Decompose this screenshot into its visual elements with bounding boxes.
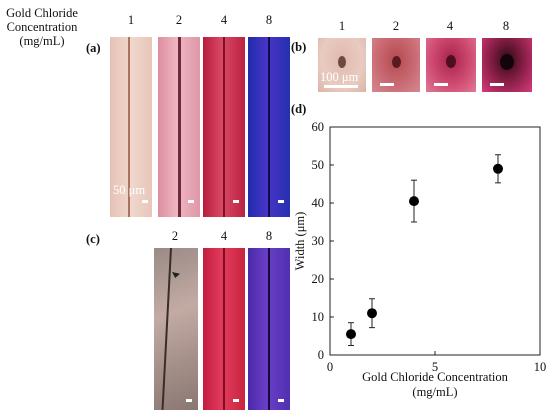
concentration-label-line3: (mg/mL) [19,34,65,48]
concentration-label-line2: Concentration [6,20,78,34]
panel-a-image-8 [248,37,290,217]
scale-bar [278,399,284,402]
panel-a-image-2 [158,37,200,217]
panel-c-column-2: 2 [171,229,179,243]
panel-a-column-4: 4 [220,13,228,27]
fiber-line [268,248,270,410]
width-vs-concentration-chart: 0 10 20 30 40 50 60 0 5 10 Width (μm) Gold Chlori… [293,120,547,399]
panel-c-image-8 [248,248,290,410]
x-axis-label-line1: Gold Chloride Concentration [362,370,509,384]
y-tick-label: 20 [312,272,325,286]
fiber-line [223,248,225,410]
concentration-label-line1: Gold Chloride [6,6,78,20]
panel-b-image-8 [482,38,532,92]
scale-bar [324,85,358,88]
data-point [346,329,356,340]
panel-b-image-1: 100 μm [318,38,366,92]
fiber-line [161,248,172,410]
fiber-line [128,37,130,217]
scale-bar [490,83,504,86]
panel-b-column-2: 2 [392,19,400,33]
panel-b-image-2 [372,38,420,92]
data-point [367,308,377,319]
y-tick-label: 10 [312,310,325,324]
fiber-line [223,37,225,217]
panel-b-column-4: 4 [446,19,454,33]
panel-b-label: (b) [291,40,307,54]
scale-bar [188,200,194,203]
panel-a-column-1: 1 [127,13,135,27]
panel-c-label: (c) [86,232,100,246]
fiber-line [268,37,270,217]
panel-a-column-2: 2 [175,13,183,27]
panel-c-column-4: 4 [220,229,228,243]
scale-bar [278,200,284,203]
scale-bar [380,83,394,86]
panel-d-label: (d) [291,102,307,116]
concentration-label: Gold Chloride Concentration (mg/mL) [2,6,82,48]
scale-bar [233,200,239,203]
y-tick-label: 40 [312,196,325,210]
indentation-mark [500,54,514,70]
panel-b-column-8: 8 [502,19,510,33]
panel-a-image-1: 50 μm [110,37,152,217]
data-point [493,163,503,174]
x-tick-label: 5 [432,360,438,374]
panel-c-image-2 [154,248,198,410]
panel-a-scale-label: 50 μm [113,183,146,197]
scale-bar [186,399,192,402]
panel-b-column-1: 1 [338,19,346,33]
y-tick-label: 0 [318,348,324,362]
panel-b-image-4 [426,38,476,92]
panel-c-image-4 [203,248,245,410]
indentation-mark [446,55,456,68]
indentation-mark [338,56,346,68]
panel-a-column-8: 8 [265,13,273,27]
panel-b-scale-label: 100 μm [320,70,359,84]
scale-bar [142,200,148,203]
y-axis-label: Width (μm) [293,212,307,271]
y-tick-label: 60 [312,120,325,134]
x-tick-label: 0 [327,360,333,374]
x-tick-label: 10 [534,360,547,374]
y-tick-label: 30 [312,234,325,248]
fiber-line [178,37,181,217]
data-point [409,196,419,207]
panel-a-label: (a) [86,41,101,55]
scale-bar [233,399,239,402]
panel-a-image-4 [203,37,245,217]
scale-bar [434,83,448,86]
indentation-mark [392,56,401,68]
y-tick-label: 50 [312,158,325,172]
debris-mark [172,272,180,278]
x-axis-label-line2: (mg/mL) [412,385,457,399]
plot-frame [329,126,541,356]
panel-c-column-8: 8 [265,229,273,243]
